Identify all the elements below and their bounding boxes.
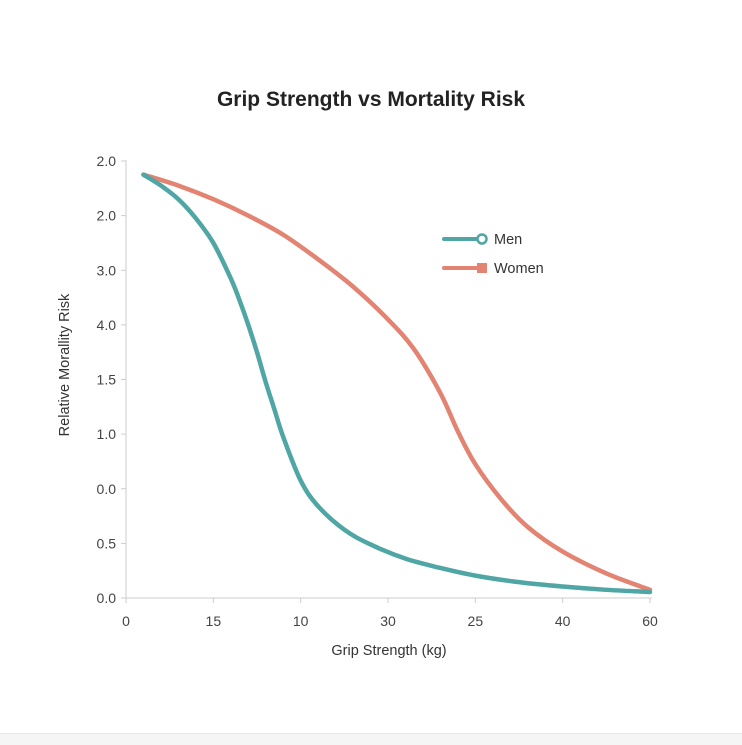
- y-tick-label: 0.0: [97, 481, 117, 497]
- y-tick-label: 0.5: [97, 535, 117, 551]
- y-tick-label: 2.0: [97, 153, 117, 169]
- x-tick-label: 40: [555, 613, 571, 629]
- y-tick-label: 0.0: [97, 590, 117, 606]
- x-tick-label: 0: [122, 613, 130, 629]
- x-ticks: 0 15 10 30 25 40 60: [122, 598, 658, 629]
- legend-marker-women: [477, 263, 487, 273]
- x-tick-label: 30: [380, 613, 396, 629]
- x-axis-label: Grip Strength (kg): [331, 643, 446, 659]
- y-ticks: 0.0 0.5 0.0 1.0 1.5 4.0 3.0 2.0 2.0: [97, 153, 126, 606]
- x-tick-label: 25: [468, 613, 484, 629]
- x-tick-label: 10: [293, 613, 309, 629]
- y-tick-label: 2.0: [97, 208, 117, 224]
- footer-strip: [0, 733, 742, 745]
- legend-marker-men: [476, 233, 488, 245]
- legend: Men Women: [442, 232, 544, 277]
- legend-item-men[interactable]: Men: [442, 232, 522, 248]
- series-line-men: [141, 172, 653, 595]
- plot-axes: [125, 160, 652, 599]
- y-axis-label: Relative Morallity Risk: [57, 293, 73, 436]
- x-tick-label: 60: [642, 613, 658, 629]
- legend-label-women: Women: [494, 261, 544, 277]
- x-tick-label: 15: [206, 613, 222, 629]
- chart-title: Grip Strength vs Mortality Risk: [217, 88, 525, 111]
- y-tick-label: 4.0: [97, 317, 117, 333]
- legend-item-women[interactable]: Women: [442, 261, 544, 277]
- y-tick-label: 3.0: [97, 262, 117, 278]
- y-tick-label: 1.0: [97, 426, 117, 442]
- legend-label-men: Men: [494, 232, 522, 248]
- y-tick-label: 1.5: [97, 372, 117, 388]
- series-line-women: [141, 172, 653, 593]
- series-lines: [141, 172, 653, 595]
